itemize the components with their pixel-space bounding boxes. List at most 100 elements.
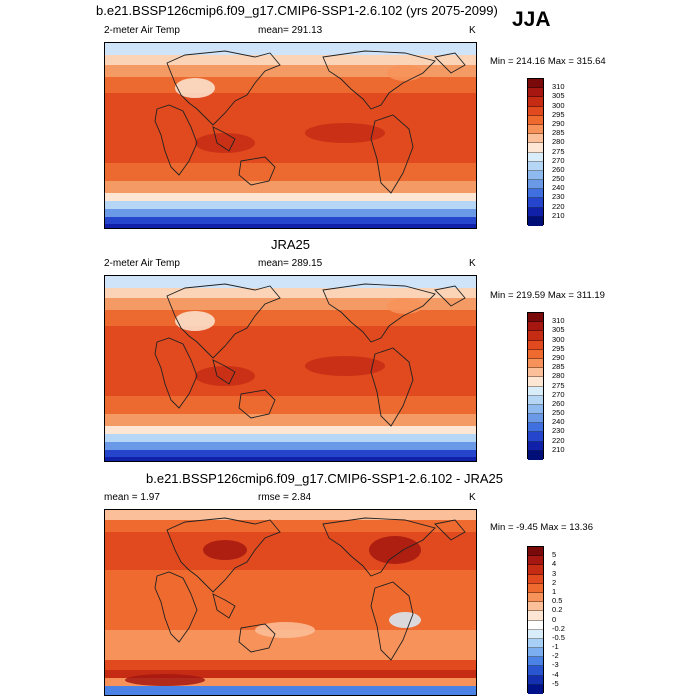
colorbar-tick-label: 285 [552,128,565,138]
colorbar-tick-label: 210 [552,210,565,220]
colorbar-swatch [528,404,543,415]
colorbar-tick-label: 270 [552,155,565,165]
colorbar-tick-label: 220 [552,435,565,445]
colorbar-swatch [528,349,543,359]
colorbar-tick-label: 0 [552,614,557,624]
colorbar-swatch [528,331,543,341]
colorbar-tick-label: -1 [552,642,559,652]
colorbar-tick-label: 280 [552,137,565,147]
colorbar-tick-label: 310 [552,316,565,326]
colorbar-swatch [528,432,543,442]
colorbar-swatch [528,450,543,460]
colorbar-swatch [528,648,543,658]
panel2-map [104,275,477,462]
colorbar-swatch [528,583,543,593]
colorbar-tick-label: 260 [552,164,565,174]
panel3-colorbar-labels: 5 4 3 2 1 0.5 0.2 0 -0.2 -0.5 -1 -2 -3 -4 -5 [552,546,592,693]
colorbar-swatch [528,216,543,226]
colorbar-tick-label: 2 [552,577,557,587]
colorbar-tick-label: 275 [552,380,565,390]
colorbar-tick-label: 5 [552,550,557,560]
colorbar-tick-label: 280 [552,371,565,381]
colorbar-swatch [528,79,543,89]
panel3-mean: mean = 1.97 [104,492,160,503]
panel1-units: K [469,25,476,36]
colorbar-swatch [528,547,543,557]
colorbar-tick-label: 240 [552,417,565,427]
colorbar-swatch [528,124,543,135]
colorbar-swatch [528,377,543,387]
colorbar-swatch [528,340,543,350]
colorbar-tick-label: 250 [552,174,565,184]
colorbar-swatch [528,423,543,433]
colorbar-tick-label: 270 [552,389,565,399]
colorbar-swatch [528,152,543,162]
colorbar-swatch [528,675,543,685]
panel2-variable: 2-meter Air Temp [104,258,180,269]
colorbar-swatch [528,565,543,575]
colorbar-tick-label: 290 [552,118,565,128]
colorbar-tick-label: 305 [552,91,565,101]
panel1-mean: mean= 291.13 [258,25,323,36]
colorbar-swatch [528,657,543,667]
panel3-rmse: rmse = 2.84 [258,492,312,503]
colorbar-swatch [528,97,543,107]
colorbar-swatch [528,313,543,323]
colorbar-swatch [528,368,543,378]
colorbar-swatch [528,134,543,144]
panel3-colorbar [527,546,544,694]
panel1-colorbar-labels: 310 305 300 295 290 285 280 275 270 260 250 240 230 2… [552,78,592,225]
panel3-map [104,509,477,696]
colorbar-tick-label: 210 [552,444,565,454]
colorbar-swatch [528,106,543,116]
colorbar-tick-label: -0.2 [552,623,565,633]
colorbar-tick-label: -4 [552,669,559,679]
panel1-colorbar [527,78,544,226]
colorbar-tick-label: 3 [552,568,557,578]
panel2-units: K [469,258,476,269]
panel1-map [104,42,477,229]
colorbar-tick-label: 4 [552,559,557,569]
colorbar-tick-label: 305 [552,325,565,335]
colorbar-tick-label: 1 [552,586,557,596]
colorbar-swatch [528,198,543,208]
colorbar-tick-label: 275 [552,146,565,156]
colorbar-tick-label: 285 [552,362,565,372]
colorbar-swatch [528,161,543,171]
colorbar-swatch [528,143,543,153]
colorbar-tick-label: -2 [552,651,559,661]
panel2-minmax: Min = 219.59 Max = 311.19 [490,290,605,301]
colorbar-tick-label: 300 [552,334,565,344]
colorbar-swatch [528,574,543,584]
colorbar-tick-label: 260 [552,398,565,408]
panel3-units: K [469,492,476,503]
panel1-minmax: Min = 214.16 Max = 315.64 [490,56,606,67]
colorbar-tick-label: -0.5 [552,632,565,642]
colorbar-swatch [528,638,543,649]
season-label: JJA [512,8,551,31]
colorbar-tick-label: 0.2 [552,605,563,615]
panel2-colorbar-labels: 310 305 300 295 290 285 280 275 270 260 250 240 230 2… [552,312,592,459]
colorbar-swatch [528,115,543,125]
colorbar-swatch [528,611,543,621]
colorbar-tick-label: 230 [552,426,565,436]
panel2-title: JRA25 [271,237,311,252]
colorbar-tick-label: 0.5 [552,596,563,606]
colorbar-tick-label: 230 [552,192,565,202]
colorbar-swatch [528,170,543,181]
colorbar-swatch [528,556,543,566]
colorbar-swatch [528,358,543,369]
colorbar-swatch [528,684,543,694]
colorbar-tick-label: 290 [552,352,565,362]
colorbar-swatch [528,322,543,332]
panel2-colorbar [527,312,544,460]
panel3-title: b.e21.BSSP126cmip6.f09_g17.CMIP6-SSP1-2.… [146,471,503,486]
panel2-mean: mean= 289.15 [258,258,323,269]
colorbar-swatch [528,395,543,405]
panel1-title: b.e21.BSSP126cmip6.f09_g17.CMIP6-SSP1-2.… [96,3,498,18]
colorbar-swatch [528,592,543,603]
colorbar-swatch [528,441,543,451]
panel3-minmax: Min = -9.45 Max = 13.36 [490,522,593,533]
colorbar-swatch [528,386,543,396]
colorbar-tick-label: 310 [552,82,565,92]
